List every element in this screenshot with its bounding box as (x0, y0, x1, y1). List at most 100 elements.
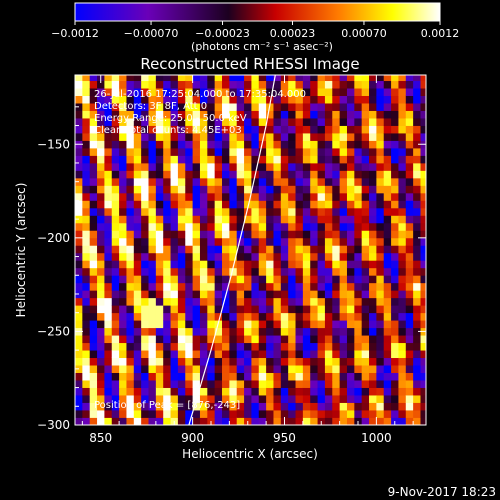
heatmap-cell (258, 410, 267, 418)
heatmap-cell (126, 140, 135, 149)
heatmap-cell (163, 170, 171, 179)
heatmap-cell (119, 88, 127, 96)
heatmap-cell (339, 402, 348, 411)
heatmap-cell (155, 312, 164, 321)
heatmap-cell (141, 95, 149, 104)
heatmap-cell (332, 305, 341, 314)
heatmap-cell (339, 417, 348, 425)
heatmap-cell (141, 170, 149, 179)
heatmap-cell (170, 200, 179, 209)
heatmap-cell (391, 260, 399, 269)
heatmap-cell (398, 387, 407, 396)
heatmap-cell (273, 155, 282, 164)
heatmap-cell (111, 380, 120, 388)
heatmap-cell (288, 170, 296, 179)
heatmap-cell (361, 320, 370, 329)
heatmap-cell (111, 342, 120, 351)
heatmap-cell (148, 230, 157, 239)
heatmap-cell (126, 372, 135, 381)
heatmap-cell (97, 380, 105, 388)
heatmap-cell (75, 297, 83, 306)
heatmap-cell (141, 133, 149, 141)
heatmap-cell (383, 260, 392, 269)
heatmap-cell (236, 335, 245, 344)
heatmap-cell (222, 177, 230, 186)
heatmap-cell (383, 245, 392, 254)
heatmap-cell (104, 185, 113, 194)
heatmap-cell (391, 177, 399, 186)
heatmap-cell (214, 147, 223, 156)
colorbar: −0.0012 −0.00070 −0.00023 0.00023 0.00070 0.0… (51, 2, 459, 53)
heatmap-cell (97, 372, 105, 381)
heatmap-cell (75, 372, 83, 381)
heatmap-cell (405, 133, 414, 141)
heatmap-cell (369, 162, 377, 171)
heatmap-cell (317, 155, 326, 164)
heatmap-cell (192, 237, 201, 246)
heatmap-cell (104, 75, 113, 82)
heatmap-cell (383, 312, 392, 321)
heatmap-cell (295, 75, 304, 82)
heatmap-cell (346, 170, 355, 179)
heatmap-cell (104, 162, 113, 171)
heatmap-cell (214, 80, 223, 89)
heatmap-cell (288, 252, 296, 261)
heatmap-cell (346, 335, 355, 344)
heatmap-cell (155, 267, 164, 276)
heatmap-cell (383, 185, 392, 194)
heatmap-cell (420, 207, 426, 216)
heatmap-cell (398, 290, 407, 299)
heatmap-cell (346, 350, 355, 359)
heatmap-cell (413, 260, 421, 269)
heatmap-cell (97, 320, 105, 329)
heatmap-cell (317, 267, 326, 276)
heatmap-cell (192, 252, 201, 261)
heatmap-cell (258, 162, 267, 171)
heatmap-cell (192, 88, 201, 96)
heatmap-cell (192, 260, 201, 269)
heatmap-cell (75, 88, 83, 96)
heatmap-cell (97, 147, 105, 156)
heatmap-cell (354, 290, 363, 299)
heatmap-cell (302, 305, 311, 314)
heatmap-cell (75, 110, 83, 119)
heatmap-cell (258, 125, 267, 134)
heatmap-cell (177, 177, 186, 186)
heatmap-cell (119, 417, 127, 425)
heatmap-cell (280, 170, 289, 179)
heatmap-cell (170, 110, 179, 119)
heatmap-cell (104, 170, 113, 179)
heatmap-cell (266, 372, 274, 381)
heatmap-cell (214, 103, 223, 111)
heatmap-cell (391, 380, 399, 388)
heatmap-cell (177, 110, 186, 119)
heatmap-cell (236, 245, 245, 254)
heatmap-cell (111, 357, 120, 366)
heatmap-cell (324, 80, 333, 89)
heatmap-cell (361, 147, 370, 156)
heatmap-cell (280, 290, 289, 299)
heatmap-cell (346, 162, 355, 171)
heatmap-cell (413, 215, 421, 224)
heatmap-cell (273, 110, 282, 119)
heatmap-cell (251, 357, 260, 366)
heatmap-cell (104, 260, 113, 269)
heatmap-cell (75, 75, 83, 82)
heatmap-cell (170, 95, 179, 104)
heatmap-cell (413, 155, 421, 164)
heatmap-cell (244, 185, 252, 194)
heatmap-cell (148, 110, 157, 119)
heatmap-cell (317, 290, 326, 299)
heatmap-cell (75, 320, 83, 329)
heatmap-cell (391, 342, 399, 351)
heatmap-cell (391, 290, 399, 299)
heatmap-cell (192, 222, 201, 231)
heatmap-cell (229, 387, 238, 396)
heatmap-cell (244, 365, 252, 373)
heatmap-cell (177, 327, 186, 336)
heatmap-cell (89, 80, 98, 89)
heatmap-cell (222, 75, 230, 82)
heatmap-cell (104, 410, 113, 418)
heatmap-cell (222, 335, 230, 344)
heatmap-cell (310, 267, 318, 276)
